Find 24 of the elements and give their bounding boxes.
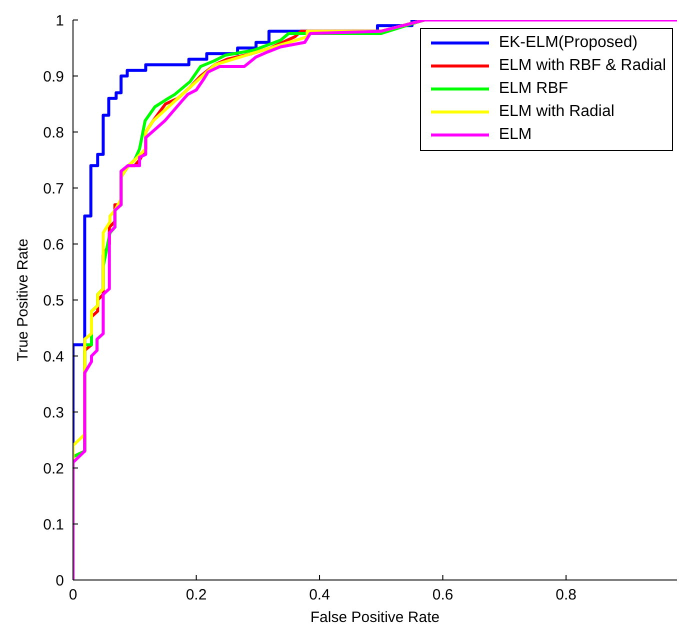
y-tick-label: 0.7	[43, 180, 64, 198]
legend-label: ELM	[498, 125, 532, 145]
y-tick-label: 0	[56, 572, 64, 590]
y-tick-label: 0.5	[43, 292, 64, 310]
y-tick-label: 0.4	[43, 348, 64, 366]
y-tick-label: 1	[56, 12, 64, 30]
line-series	[73, 20, 677, 580]
x-tick-label: 0	[68, 586, 78, 604]
x-axis-title: False Positive Rate	[310, 609, 440, 626]
y-axis-title: True Positive Rate	[14, 238, 32, 362]
x-tick-label: 0.4	[309, 586, 330, 604]
y-tick-label: 0.6	[43, 236, 64, 254]
x-tick-label: 0.8	[556, 586, 576, 604]
y-tick-label: 0.9	[43, 68, 64, 86]
x-tick-label: 0.6	[432, 586, 454, 604]
y-tick-label: 0.1	[43, 516, 64, 534]
y-tick-label: 0.2	[43, 460, 64, 478]
x-tick-label: 0.2	[186, 586, 207, 604]
y-tick-label: 0.8	[43, 124, 64, 142]
legend-label: EK-ELM(Proposed)	[498, 33, 638, 53]
legend-label: ELM with Radial	[498, 102, 614, 122]
legend-label: ELM with RBF & Radial	[498, 56, 666, 76]
y-tick-label: 0.3	[43, 404, 64, 422]
legend-label: ELM RBF	[498, 79, 568, 99]
